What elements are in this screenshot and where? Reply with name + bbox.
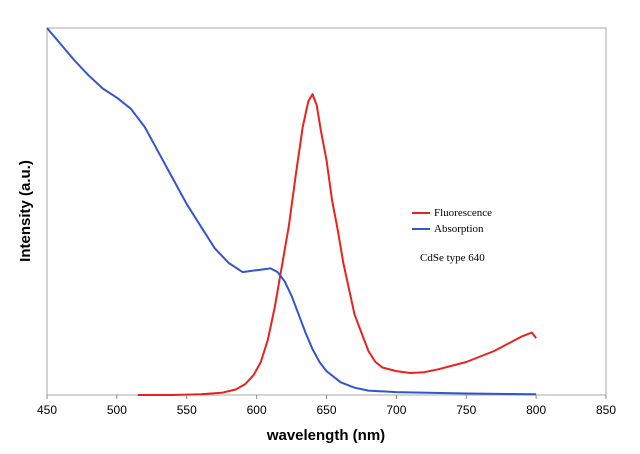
x-tick-label: 550 <box>177 403 197 417</box>
x-tick-label: 500 <box>107 403 127 417</box>
x-tick-label: 450 <box>37 403 57 417</box>
series-line-absorption <box>46 27 537 396</box>
x-tick-label: 800 <box>526 403 546 417</box>
x-tick-label: 650 <box>316 403 336 417</box>
legend-label-fluorescence: Fluorescence <box>434 207 492 219</box>
x-tick-label: 850 <box>596 403 616 417</box>
plot-area <box>46 27 607 396</box>
x-tick-label: 700 <box>386 403 406 417</box>
x-tick-label: 600 <box>247 403 267 417</box>
y-axis-title: Intensity (a.u.) <box>17 160 34 262</box>
x-tick-label: 750 <box>456 403 476 417</box>
x-axis-title: wavelength (nm) <box>266 427 385 444</box>
series-line-fluorescence <box>137 93 537 396</box>
legend: Fluorescence Absorption <box>412 207 492 235</box>
legend-label-absorption: Absorption <box>434 223 484 235</box>
sample-annotation: CdSe type 640 <box>420 252 485 264</box>
